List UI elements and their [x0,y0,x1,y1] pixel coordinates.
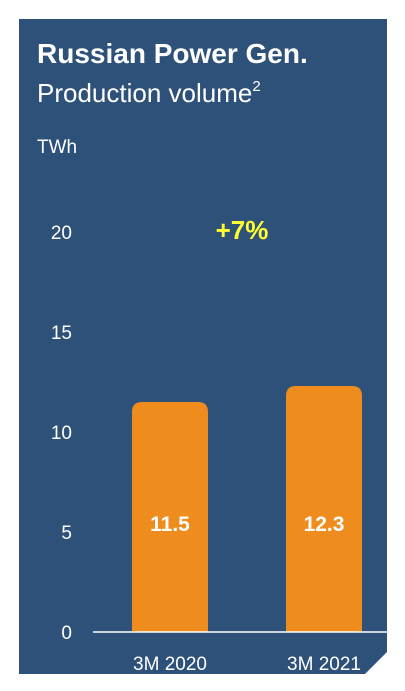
x-category-label: 3M 2021 [287,654,361,675]
y-tick-label: 5 [61,523,72,544]
bar-value-label: 11.5 [150,513,190,536]
bar-value-label: 12.3 [304,513,345,536]
y-tick-label: 10 [51,423,72,444]
x-category-label: 3M 2020 [133,654,207,675]
bars: 11.5 12.3 [132,386,362,632]
y-tick-label: 15 [51,323,72,344]
y-axis-ticks: 0 5 10 15 20 [51,223,72,644]
bar [132,402,208,632]
x-axis-labels: 3M 2020 3M 2021 [133,654,361,675]
footnote-marker: 2 [252,78,261,95]
y-axis-unit: TWh [37,137,78,158]
growth-annotation: +7% [216,215,269,245]
subtitle-text: Production volume [37,78,253,108]
bar [286,386,362,632]
chart-title: Russian Power Gen. [37,38,308,69]
y-tick-label: 0 [61,623,72,644]
chart-subtitle: Production volume2 [37,78,261,109]
y-tick-label: 20 [51,223,72,244]
